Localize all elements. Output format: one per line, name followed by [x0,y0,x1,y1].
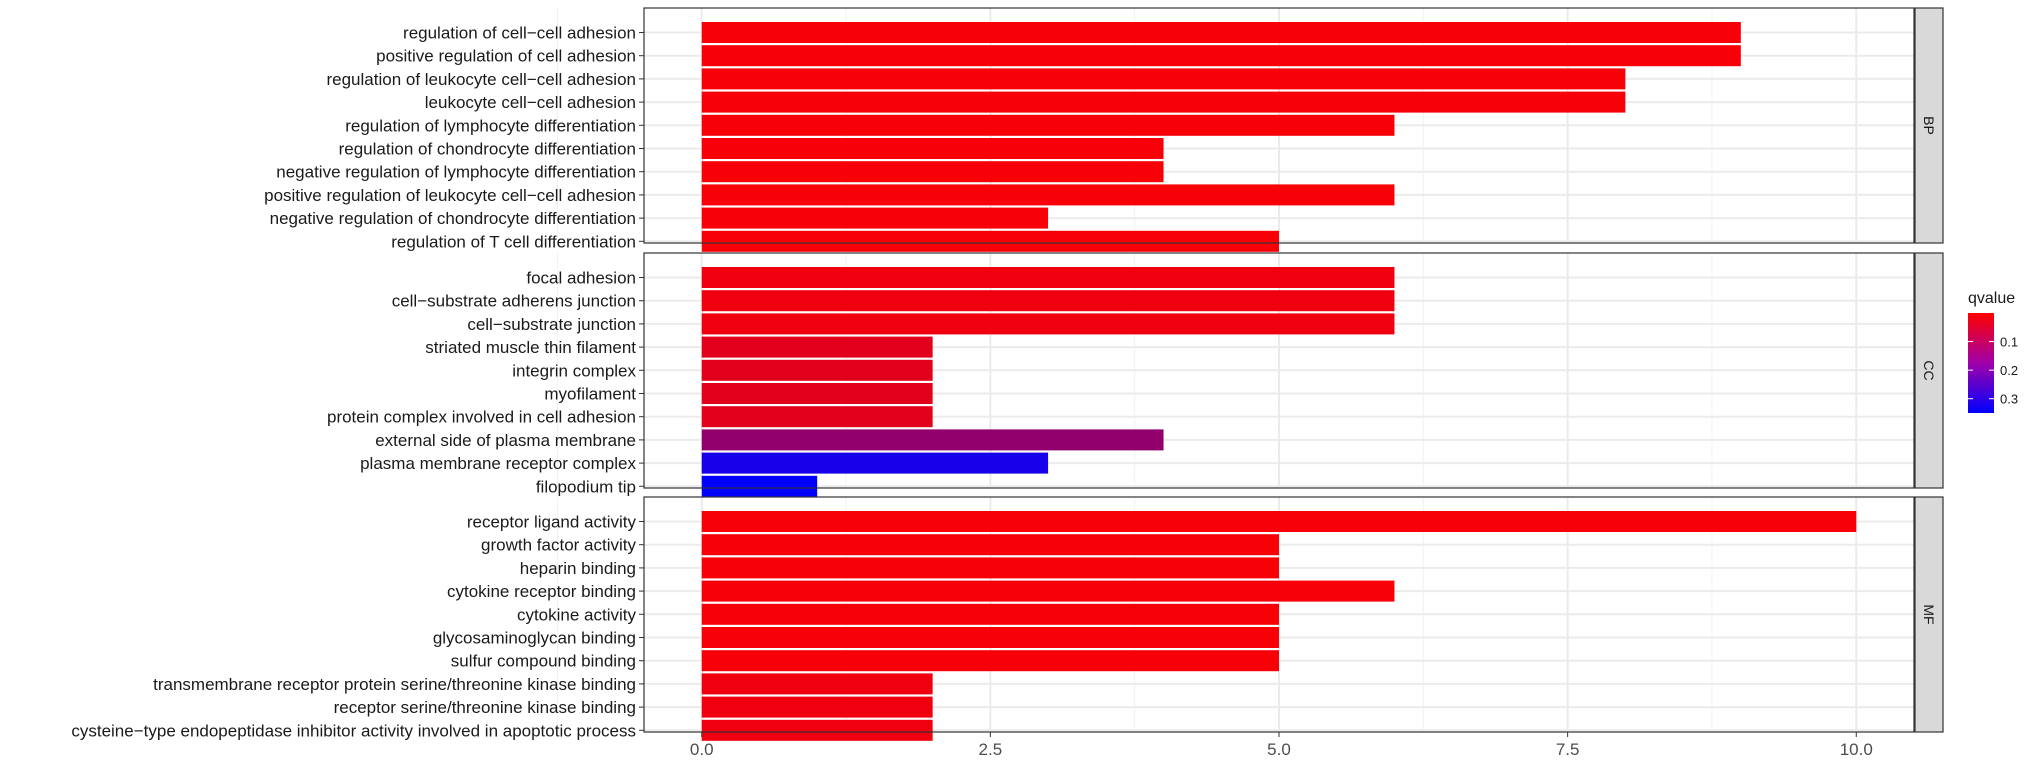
bar-bp-7 [701,161,1164,183]
category-label-mf-1: receptor ligand activity [467,513,637,532]
category-label-mf-10: cysteine−type endopeptidase inhibitor ac… [71,721,636,740]
facet-strip-cc [1914,252,1944,489]
bar-bp-4 [701,91,1626,113]
category-label-cc-3: cell−substrate junction [467,315,636,334]
category-label-bp-3: regulation of leukocyte cell−cell adhesi… [326,70,636,89]
x-tick-label: 2.5 [979,740,1003,759]
bar-mf-7 [701,650,1279,672]
bar-mf-8 [701,673,933,695]
category-label-mf-4: cytokine receptor binding [447,582,636,601]
category-label-mf-3: heparin binding [520,559,636,578]
bar-cc-4 [701,336,933,358]
legend-title: qvalue [1968,290,2015,307]
category-label-bp-8: positive regulation of leukocyte cell−ce… [264,186,636,205]
category-label-cc-6: myofilament [544,385,636,404]
category-label-bp-1: regulation of cell−cell adhesion [403,24,636,43]
category-label-cc-7: protein complex involved in cell adhesio… [327,408,636,427]
panel-border [643,7,1915,244]
bar-mf-5 [701,603,1279,625]
x-tick-label: 5.0 [1267,740,1291,759]
facet-strip-label-bp: BP [1921,116,1937,135]
bar-cc-9 [701,452,1049,474]
category-label-bp-7: negative regulation of lymphocyte differ… [276,163,636,182]
bar-mf-10 [701,719,933,741]
category-label-mf-7: sulfur compound binding [451,652,636,671]
facet-cc: focal adhesion cell−substrate adherens ju… [327,252,1944,497]
bar-mf-2 [701,534,1279,556]
panel-border [643,252,1915,489]
bar-bp-1 [701,22,1741,43]
legend-tick-label: 0.3 [2000,392,2018,407]
bar-bp-8 [701,184,1395,206]
bar-cc-5 [701,359,933,381]
legend-tick-label: 0.1 [2000,335,2018,350]
category-label-cc-10: filopodium tip [536,477,636,496]
bar-cc-2 [701,290,1395,312]
category-label-bp-6: regulation of chondrocyte differentiatio… [339,140,636,159]
category-label-bp-2: positive regulation of cell adhesion [376,47,636,66]
bar-mf-9 [701,696,933,718]
facet-strip-bp [1914,7,1944,244]
category-label-cc-2: cell−substrate adherens junction [392,292,636,311]
bar-bp-3 [701,68,1626,90]
facet-strip-label-cc: CC [1921,360,1937,380]
category-label-bp-5: regulation of lymphocyte differentiation [345,116,636,135]
bar-cc-1 [701,267,1395,288]
bar-bp-5 [701,114,1395,136]
category-label-cc-4: striated muscle thin filament [425,338,636,357]
bar-cc-3 [701,313,1395,335]
legend-colorbar [1968,313,1994,413]
bar-mf-4 [701,580,1395,602]
bar-mf-1 [701,511,1857,532]
bar-bp-2 [701,45,1741,67]
x-tick-label: 7.5 [1556,740,1580,759]
category-label-mf-9: receptor serine/threonine kinase binding [334,698,636,717]
category-label-bp-10: regulation of T cell differentiation [391,232,636,251]
category-label-cc-1: focal adhesion [526,269,636,288]
category-label-mf-6: glycosaminoglycan binding [433,629,636,648]
bar-cc-8 [701,429,1164,451]
facet-strip-mf [1914,496,1944,733]
bar-mf-6 [701,627,1279,648]
bar-cc-7 [701,406,933,428]
bar-bp-9 [701,207,1049,229]
bar-bp-10 [701,230,1279,252]
category-label-mf-8: transmembrane receptor protein serine/th… [153,675,636,694]
bar-bp-6 [701,138,1164,159]
facet-bp: regulation of cell−cell adhesion positive… [264,7,1944,252]
bar-cc-6 [701,383,933,404]
category-label-cc-5: integrin complex [512,361,636,380]
x-tick-label: 10.0 [1840,740,1873,759]
x-tick-label: 0.0 [690,740,714,759]
bar-cc-10 [701,475,818,497]
bar-mf-3 [701,557,1279,579]
category-label-mf-2: growth factor activity [481,536,636,555]
category-label-cc-9: plasma membrane receptor complex [360,454,636,473]
category-label-bp-9: negative regulation of chondrocyte diffe… [270,209,636,228]
category-label-mf-5: cytokine activity [517,605,637,624]
category-label-bp-4: leukocyte cell−cell adhesion [425,93,636,112]
facet-strip-label-mf: MF [1921,604,1937,624]
category-label-cc-8: external side of plasma membrane [375,431,636,450]
legend-tick-label: 0.2 [2000,363,2018,378]
facet-mf: receptor ligand activity growth factor ac… [71,496,1944,741]
